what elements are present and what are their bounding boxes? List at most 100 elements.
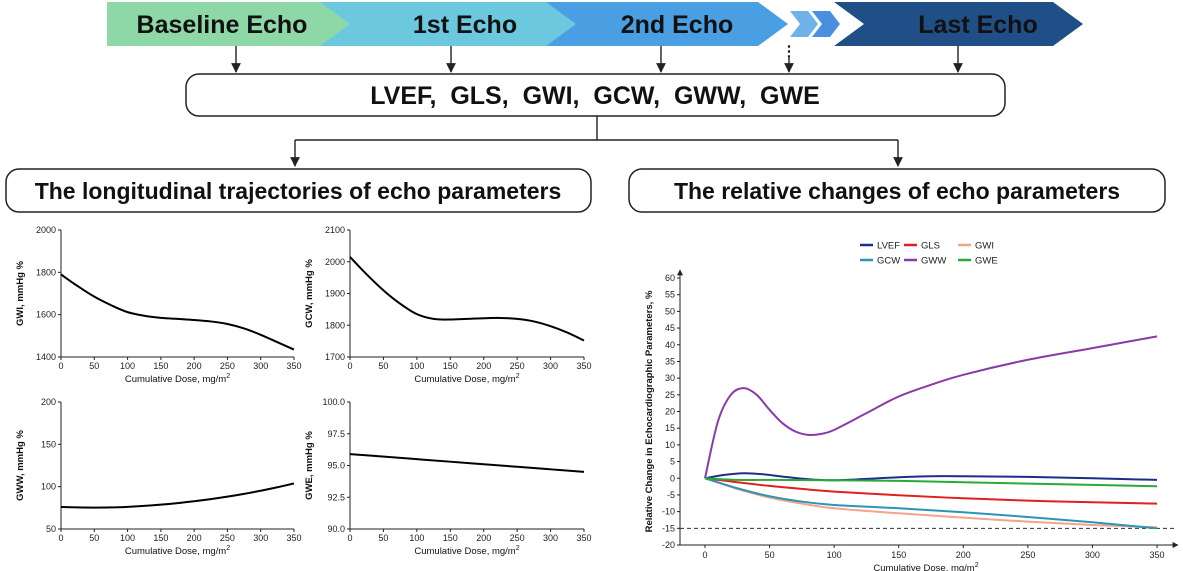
y-tick-label: 95.0: [327, 461, 345, 471]
x-tick-label: 150: [153, 533, 168, 543]
stage-1st-echo-label: 1st Echo: [413, 11, 517, 39]
x-axis-title-superscript: 2: [226, 545, 230, 552]
y-tick-label: 2100: [325, 225, 345, 235]
y-axis-title: GCW, mmHg %: [304, 259, 315, 328]
x-tick-label: 150: [443, 533, 458, 543]
series-line-gls: [704, 477, 1158, 505]
x-tick-label: 0: [702, 550, 707, 560]
x-tick-label: 200: [476, 361, 491, 371]
y-axis-title: GWE, mmHg %: [304, 431, 315, 500]
y-tick-label: 50: [46, 524, 56, 534]
x-tick-label: 350: [576, 533, 591, 543]
x-tick-label: 100: [409, 533, 424, 543]
series-line-gwe: [704, 477, 1158, 488]
x-axis-title: Cumulative Dose, mg/m2: [414, 545, 519, 557]
y-tick-label: 15: [665, 423, 675, 433]
x-axis-title: Cumulative Dose, mg/m2: [125, 545, 230, 557]
y-tick-label: 2000: [325, 257, 345, 267]
x-tick-label: 250: [510, 533, 525, 543]
small-chevron-shape: [812, 11, 840, 37]
y-tick-label: 150: [41, 439, 56, 449]
y-tick-label: 10: [665, 440, 675, 450]
y-tick-label: 1800: [325, 320, 345, 330]
left-section-title: The longitudinal trajectories of echo pa…: [35, 178, 562, 204]
x-tick-label: 250: [510, 361, 525, 371]
y-tick-label: 1400: [36, 352, 56, 362]
x-tick-label: 350: [576, 361, 591, 371]
x-axis-title-superscript: 2: [975, 562, 979, 569]
y-tick-label: 60: [665, 273, 675, 283]
y-tick-label: 90.0: [327, 524, 345, 534]
gcw-trajectory-chart: 0 50 100 150 200 250 300 350 1700 1800 1900 2000 210…: [304, 225, 592, 385]
gwe-trajectory-chart: 0 50 100 150 200 250 300 350 90.0 92.5 95.0 97.5 100…: [304, 397, 592, 557]
x-axis-title: Cumulative Dose, mg/m2: [414, 373, 519, 385]
stage-2nd-echo-label: 2nd Echo: [621, 11, 734, 39]
y-tick-label: 1600: [36, 310, 56, 320]
y-axis-title: GWI, mmHg %: [15, 260, 26, 325]
x-tick-label: 350: [286, 361, 301, 371]
x-tick-label: 100: [409, 361, 424, 371]
legend-label-gls: GLS: [921, 241, 940, 252]
x-tick-label: 300: [543, 533, 558, 543]
timeline-arrows: [231, 46, 963, 73]
x-axis-title-superscript: 2: [516, 545, 520, 552]
x-tick-label: 200: [476, 533, 491, 543]
stage-2nd-echo-shape: [546, 2, 788, 46]
y-tick-label: 1700: [325, 352, 345, 362]
y-tick-label: -5: [667, 490, 675, 500]
y-tick-label: 25: [665, 390, 675, 400]
x-tick-label: 100: [120, 533, 135, 543]
trajectory-line: [60, 482, 295, 509]
parameters-box: [185, 73, 1006, 117]
relative-change-chart: 0 50 100 150 200 250 300 350-20-15-10-505101520…: [644, 269, 1179, 571]
x-tick-label: 200: [187, 361, 202, 371]
legend-label-gcw: GCW: [877, 256, 900, 267]
parameters-label: LVEF, GLS, GWI, GCW, GWW, GWE: [370, 82, 820, 110]
x-tick-label: 150: [153, 361, 168, 371]
y-tick-label: 100: [41, 482, 56, 492]
timeline: Baseline Echo 1st Echo 2nd Echo Last Ech…: [107, 2, 1083, 46]
y-tick-label: 0: [670, 473, 675, 483]
branch-connector: [290, 116, 903, 167]
x-tick-label: 300: [1085, 550, 1100, 560]
y-tick-label: 35: [665, 356, 675, 366]
y-tick-label: 55: [665, 290, 675, 300]
x-axis-title-superscript: 2: [516, 373, 520, 380]
x-tick-label: 50: [378, 533, 388, 543]
y-tick-label: 45: [665, 323, 675, 333]
relative-change-legend: LVEF GLS GWI GCW GWW GWE: [860, 241, 998, 267]
x-tick-label: 100: [827, 550, 842, 560]
ellipsis-marker: ⋮: [782, 43, 797, 60]
right-section-title: The relative changes of echo parameters: [674, 178, 1120, 204]
x-tick-label: 0: [58, 533, 63, 543]
x-tick-label: 150: [891, 550, 906, 560]
x-tick-label: 300: [543, 361, 558, 371]
y-tick-label: 2000: [36, 225, 56, 235]
series-line-lvef: [704, 472, 1158, 482]
stage-last-echo-label: Last Echo: [918, 11, 1037, 39]
x-tick-label: 350: [1149, 550, 1164, 560]
legend-label-gwe: GWE: [975, 256, 998, 267]
x-tick-label: 200: [187, 533, 202, 543]
trajectory-line: [349, 453, 585, 473]
y-tick-label: 100.0: [322, 397, 345, 407]
stage-last-echo-shape: [834, 2, 1083, 46]
stage-baseline-echo-shape: [107, 2, 352, 46]
x-tick-label: 50: [89, 533, 99, 543]
y-tick-label: 1900: [325, 289, 345, 299]
x-tick-label: 0: [347, 361, 352, 371]
x-tick-label: 0: [58, 361, 63, 371]
x-tick-label: 100: [120, 361, 135, 371]
legend-label-gwi: GWI: [975, 241, 994, 252]
x-tick-label: 300: [253, 533, 268, 543]
x-tick-label: 150: [443, 361, 458, 371]
y-tick-label: -15: [662, 523, 675, 533]
x-tick-label: 50: [89, 361, 99, 371]
legend-label-gww: GWW: [921, 256, 946, 267]
y-tick-label: 5: [670, 457, 675, 467]
y-tick-label: 20: [665, 407, 675, 417]
y-tick-label: -10: [662, 507, 675, 517]
legend-label-lvef: LVEF: [877, 241, 900, 252]
y-tick-label: -20: [662, 540, 675, 550]
